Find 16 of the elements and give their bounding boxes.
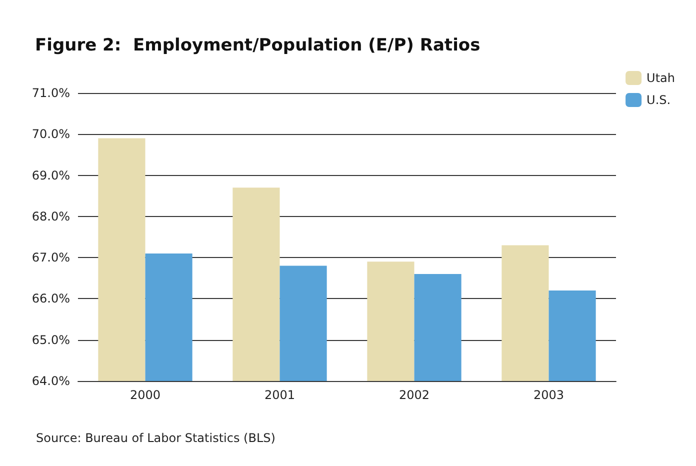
y-tick-label: 71.0%: [32, 86, 70, 100]
y-tick-label: 65.0%: [32, 332, 70, 347]
y-tick-label: 67.0%: [32, 250, 70, 265]
x-tick-label: 2001: [264, 388, 296, 402]
x-tick-label: 2000: [130, 388, 161, 402]
x-tick-label: 2002: [398, 388, 430, 402]
y-tick-label: 70.0%: [32, 127, 70, 142]
source-note: Source: Bureau of Labor Statistics (BLS): [36, 431, 276, 445]
y-tick-label: 66.0%: [32, 292, 70, 306]
y-tick-label: 68.0%: [32, 209, 70, 224]
legend-label: Utah: [646, 71, 676, 85]
chart-title: Figure 2: Employment/Population (E/P) Ratios: [35, 36, 480, 56]
x-tick-label: 2003: [533, 388, 564, 402]
y-tick-label: 64.0%: [32, 374, 70, 388]
legend-label: U.S.: [646, 93, 671, 107]
y-tick-label: 69.0%: [32, 168, 70, 182]
